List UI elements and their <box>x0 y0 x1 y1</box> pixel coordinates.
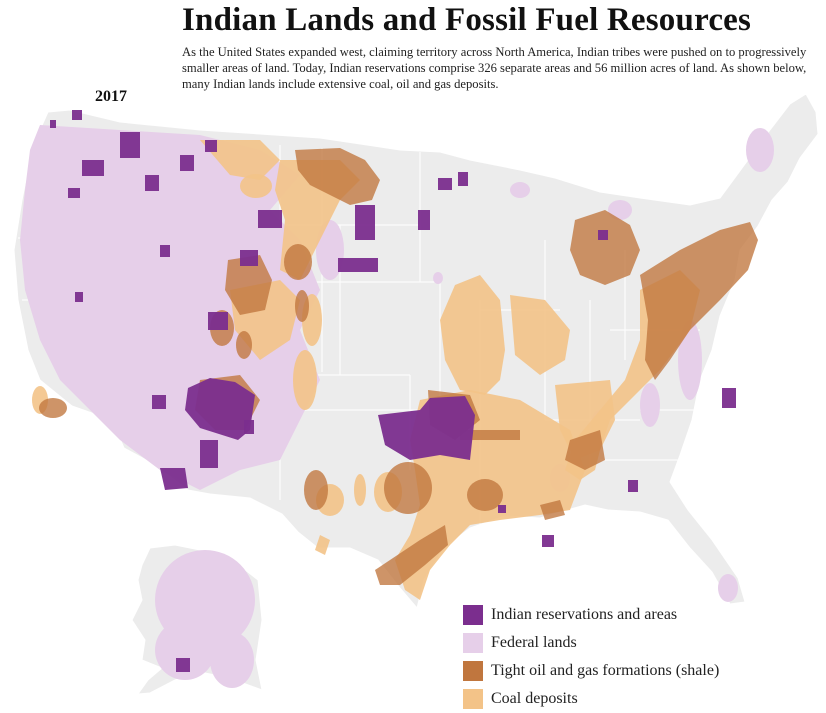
legend-swatch-reservations <box>463 605 483 625</box>
indian-reservations <box>50 110 736 672</box>
map-legend: Indian reservations and areas Federal la… <box>463 601 719 713</box>
legend-label-reservations: Indian reservations and areas <box>491 606 678 623</box>
legend-item-federal: Federal lands <box>463 629 719 657</box>
legend-swatch-shale <box>463 661 483 681</box>
legend-item-reservations: Indian reservations and areas <box>463 601 719 629</box>
map-title: Indian Lands and Fossil Fuel Resources <box>182 2 752 38</box>
year-label: 2017 <box>95 88 127 105</box>
legend-swatch-coal <box>463 689 483 709</box>
legend-swatch-federal <box>463 633 483 653</box>
legend-label-coal: Coal deposits <box>491 690 578 707</box>
legend-label-shale: Tight oil and gas formations (shale) <box>491 662 720 679</box>
legend-label-federal: Federal lands <box>491 634 577 651</box>
legend-item-shale: Tight oil and gas formations (shale) <box>463 657 719 685</box>
map-description: As the United States expanded west, clai… <box>182 45 807 91</box>
legend-item-coal: Coal deposits <box>463 685 719 713</box>
